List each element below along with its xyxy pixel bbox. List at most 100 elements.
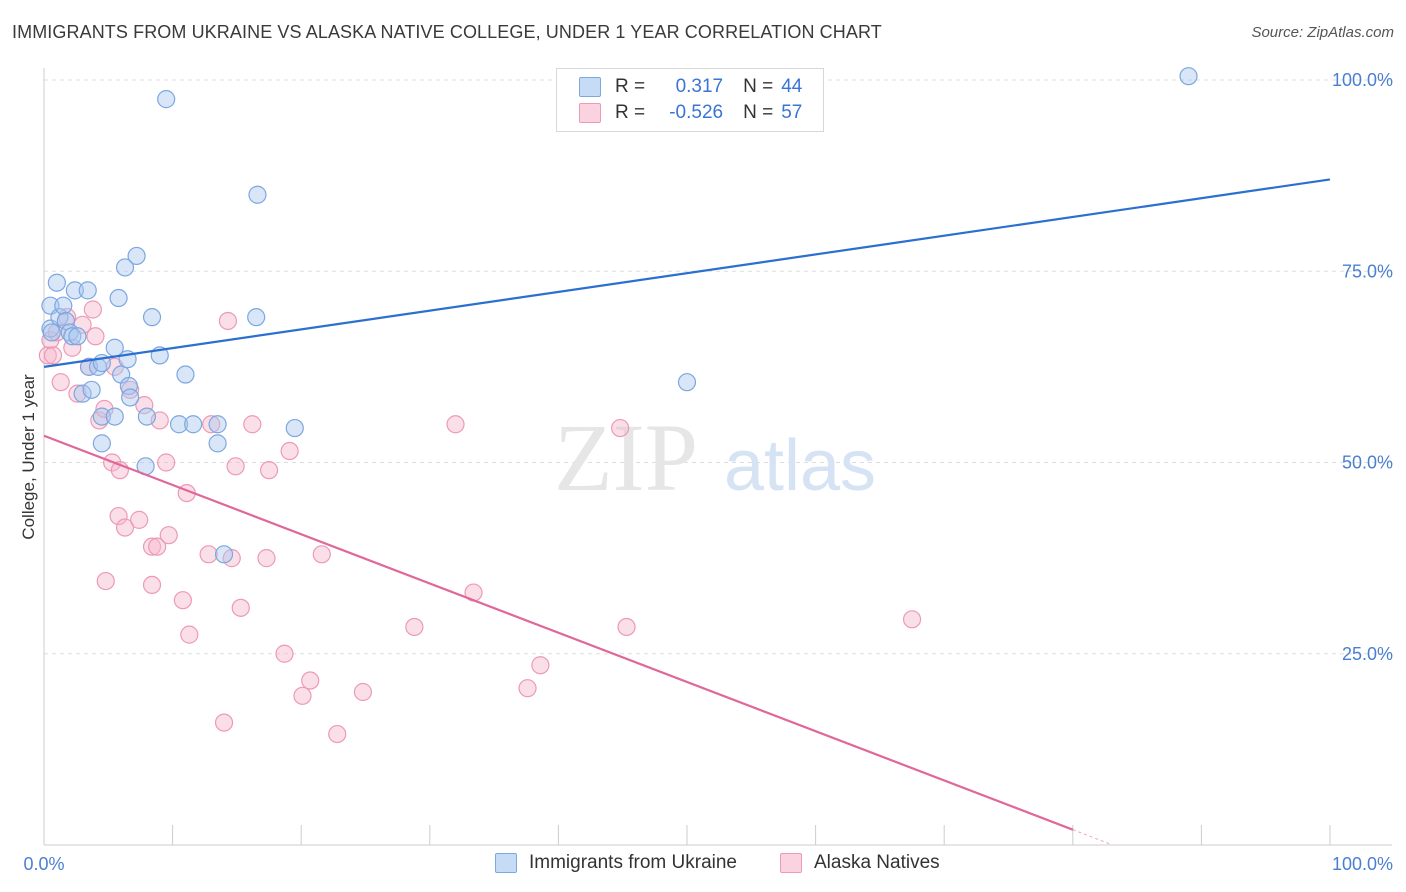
- alaska-native-point: [109, 506, 128, 526]
- x-tick-label: 0.0%: [23, 854, 64, 874]
- y-tick-label: 75.0%: [1342, 261, 1393, 281]
- alaska-trend-extension: [1072, 829, 1112, 845]
- y-tick-label: 50.0%: [1342, 453, 1393, 473]
- alaska-native-point: [617, 617, 636, 637]
- watermark-atlas: atlas: [724, 426, 876, 506]
- ukraine-point: [142, 308, 162, 327]
- ukraine-point: [208, 434, 227, 453]
- legend-swatch-blue: [579, 77, 601, 97]
- alaska-native-point: [275, 644, 294, 663]
- alaska-native-point: [301, 671, 320, 690]
- alaska-native-point: [86, 327, 105, 346]
- legend-item-ukraine: Immigrants from Ukraine: [495, 852, 737, 874]
- ukraine-point: [65, 281, 84, 300]
- alaska-native-point: [83, 300, 102, 319]
- ukraine-point: [68, 327, 87, 346]
- ukraine-point: [105, 407, 124, 426]
- ukraine-point: [92, 407, 111, 426]
- alaska-native-point: [159, 526, 178, 545]
- tick-labels: 25.0% 50.0% 75.0% 100.0% 0.0% 100.0%: [23, 70, 1393, 874]
- alaska-native-point: [173, 591, 192, 610]
- ukraine-point: [82, 380, 101, 399]
- alaska-native-point: [611, 418, 630, 438]
- alaska-native-point: [280, 441, 299, 461]
- alaska-native-point: [68, 384, 87, 403]
- ukraine-trend-line: [43, 178, 1331, 368]
- ukraine-point: [214, 545, 234, 564]
- ukraine-point: [127, 246, 146, 266]
- alaska-native-point: [157, 453, 176, 472]
- alaska-natives-points: [38, 300, 922, 744]
- legend-label-ukraine: Immigrants from Ukraine: [529, 852, 737, 873]
- legend-row-alaska: R = -0.526 N = 57: [579, 101, 802, 125]
- legend-n-value: 57: [781, 102, 803, 123]
- alaska-native-point: [218, 311, 237, 331]
- alaska-native-point: [518, 679, 537, 698]
- alaska-native-point: [243, 415, 262, 434]
- source-label: Source: ZipAtlas.com: [1251, 24, 1394, 41]
- legend-r-label: R =: [615, 102, 646, 123]
- ukraine-point: [63, 327, 82, 346]
- legend-r-value: -0.526: [669, 102, 724, 123]
- y-axis-label: College, Under 1 year: [19, 374, 38, 540]
- y-tick-label: 25.0%: [1342, 644, 1393, 664]
- alaska-native-point: [293, 686, 312, 705]
- ukraine-point: [115, 258, 135, 277]
- correlation-legend: R = 0.317 N = 44 R = -0.526 N = 57: [556, 68, 824, 132]
- ukraine-point: [137, 407, 156, 426]
- legend-item-alaska: Alaska Natives: [780, 852, 940, 874]
- alaska-native-point: [38, 346, 57, 365]
- alaska-native-point: [51, 373, 70, 392]
- ukraine-point: [677, 373, 697, 392]
- alaska-native-point: [180, 625, 199, 644]
- grid-lines: [44, 79, 1392, 655]
- ukraine-point: [184, 415, 203, 434]
- ukraine-point: [176, 365, 195, 384]
- watermark-zip: ZIP: [554, 404, 698, 511]
- alaska-native-point: [231, 598, 250, 617]
- alaska-native-point: [142, 537, 162, 556]
- alaska-native-point: [96, 571, 115, 591]
- legend-swatch-pink: [780, 853, 802, 873]
- ukraine-point: [248, 185, 267, 204]
- alaska-native-point: [142, 575, 162, 595]
- watermark: ZIP atlas: [554, 404, 876, 511]
- legend-swatch-pink: [579, 103, 601, 123]
- ukraine-point: [54, 296, 73, 315]
- ukraine-points: [41, 67, 1198, 564]
- chart-title: IMMIGRANTS FROM UKRAINE VS ALASKA NATIVE…: [12, 22, 882, 42]
- legend-row-ukraine: R = 0.317 N = 44: [579, 75, 802, 99]
- ukraine-point: [247, 308, 266, 327]
- alaska-native-point: [43, 346, 63, 365]
- alaska-native-point: [353, 682, 373, 702]
- ukraine-point: [73, 384, 92, 403]
- alaska-native-point: [199, 545, 218, 564]
- legend-n-value: 44: [781, 76, 803, 97]
- ukraine-point: [78, 281, 97, 300]
- legend-label-alaska: Alaska Natives: [814, 852, 940, 873]
- ukraine-point: [285, 418, 304, 438]
- alaska-native-point: [328, 724, 347, 744]
- y-tick-label: 100.0%: [1332, 70, 1393, 90]
- alaska-native-point: [226, 457, 245, 476]
- ukraine-point: [109, 288, 128, 308]
- legend-n-label: N =: [743, 76, 774, 97]
- ukraine-point: [157, 90, 176, 109]
- alaska-native-point: [148, 537, 167, 556]
- alaska-native-point: [135, 396, 154, 415]
- ukraine-point: [1179, 67, 1198, 86]
- alaska-native-point: [405, 617, 424, 637]
- alaska-native-point: [130, 510, 149, 529]
- legend-swatch-blue: [495, 853, 517, 873]
- alaska-native-point: [257, 549, 276, 568]
- ukraine-point: [121, 388, 140, 407]
- ukraine-point: [208, 415, 227, 434]
- alaska-native-point: [259, 461, 279, 480]
- alaska-native-point: [115, 518, 135, 537]
- trend-lines: [43, 178, 1331, 845]
- alaska-native-point: [214, 713, 234, 732]
- alaska-native-point: [902, 610, 922, 629]
- legend-n-label: N =: [743, 102, 774, 123]
- alaska-trend-line: [43, 434, 1074, 831]
